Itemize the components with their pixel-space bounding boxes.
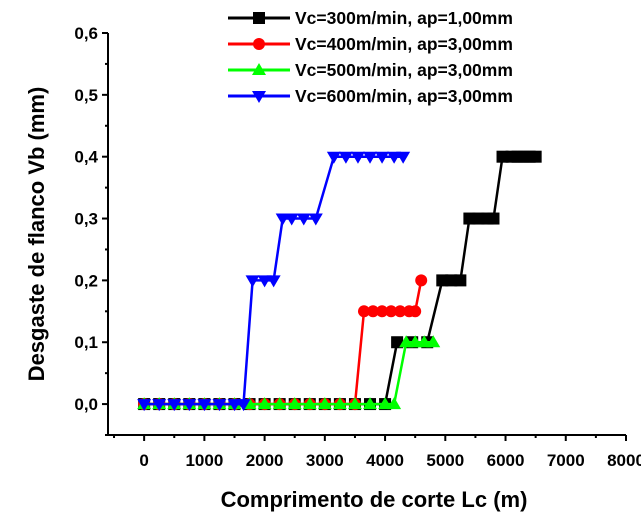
legend-item: Vc=600m/min, ap=3,00mm <box>228 86 513 106</box>
data-point <box>257 275 272 288</box>
data-point <box>445 274 458 287</box>
data-point <box>308 213 323 226</box>
data-point <box>408 335 423 348</box>
data-point <box>302 397 317 410</box>
legend-marker <box>253 12 265 24</box>
data-point <box>415 274 428 287</box>
data-point <box>363 151 378 164</box>
data-point <box>326 151 341 164</box>
legend-item: Vc=500m/min, ap=3,00mm <box>228 60 513 80</box>
data-point <box>338 151 353 164</box>
data-point <box>363 397 378 410</box>
series-4 <box>137 151 411 412</box>
data-point <box>378 397 393 410</box>
legend-label: Vc=600m/min, ap=3,00mm <box>295 86 513 106</box>
data-point <box>463 212 476 225</box>
data-point <box>496 150 509 163</box>
x-tick-label: 6000 <box>487 451 525 470</box>
data-point <box>505 150 518 163</box>
data-point <box>376 305 389 318</box>
data-point <box>487 212 500 225</box>
series-2 <box>138 274 428 411</box>
data-point <box>417 335 432 348</box>
data-point <box>391 336 404 349</box>
legend-item: Vc=300m/min, ap=1,00mm <box>228 8 513 28</box>
legend: Vc=300m/min, ap=1,00mm Vc=400m/min, ap=3,… <box>228 8 513 106</box>
x-axis-title: Comprimento de corte Lc (m) <box>221 487 528 512</box>
y-tick-label: 0,4 <box>74 148 98 167</box>
data-point <box>317 397 332 410</box>
data-point <box>347 397 362 410</box>
series-line <box>144 155 404 406</box>
data-point <box>257 397 272 410</box>
data-point <box>529 150 542 163</box>
data-point <box>409 305 422 318</box>
data-point <box>394 305 407 318</box>
data-point <box>266 275 281 288</box>
data-point <box>332 397 347 410</box>
data-point <box>296 213 311 226</box>
legend-marker <box>252 63 266 75</box>
legend-label: Vc=300m/min, ap=1,00mm <box>295 8 513 28</box>
y-axis-title: Desgaste de flanco Vb (mm) <box>24 87 49 382</box>
legend-marker <box>253 38 265 50</box>
x-tick-label: 0 <box>139 451 148 470</box>
legend-label: Vc=500m/min, ap=3,00mm <box>295 60 513 80</box>
data-point <box>396 151 411 164</box>
data-point <box>287 397 302 410</box>
legend-label: Vc=400m/min, ap=3,00mm <box>295 34 513 54</box>
data-point <box>284 213 299 226</box>
series-line <box>144 155 536 406</box>
series-1 <box>138 150 542 411</box>
axes: 0,0 0,1 0,2 0,3 0,4 0,5 0,6 0 1000 2000 3000 4000 50… <box>74 24 641 470</box>
data-point <box>436 274 449 287</box>
data-point <box>245 275 260 288</box>
data-point <box>387 397 402 410</box>
legend-item: Vc=400m/min, ap=3,00mm <box>228 34 513 54</box>
y-tick-label: 0,3 <box>74 210 98 229</box>
data-point <box>454 274 467 287</box>
series-line <box>144 280 423 406</box>
data-point <box>227 399 242 412</box>
data-point <box>137 399 152 412</box>
legend-marker <box>252 91 266 103</box>
x-tick-label: 1000 <box>185 451 223 470</box>
y-tick-label: 0,1 <box>74 333 98 352</box>
data-point <box>375 151 390 164</box>
data-point <box>367 305 380 318</box>
data-point <box>236 399 251 412</box>
x-tick-label: 4000 <box>366 451 404 470</box>
data-point <box>387 151 402 164</box>
data-point <box>152 399 167 412</box>
y-tick-label: 0,6 <box>74 24 98 43</box>
data-point <box>272 397 287 410</box>
data-point <box>350 151 365 164</box>
x-tick-label: 5000 <box>426 451 464 470</box>
data-point <box>426 335 441 348</box>
data-point <box>385 305 398 318</box>
x-tick-label: 8000 <box>607 451 641 470</box>
data-point <box>357 305 370 318</box>
data-point <box>472 212 485 225</box>
x-tick-label: 3000 <box>306 451 344 470</box>
data-point <box>182 399 197 412</box>
y-tick-label: 0,0 <box>74 395 98 414</box>
x-tick-label: 2000 <box>246 451 284 470</box>
data-point <box>275 213 290 226</box>
plot-area <box>137 150 542 412</box>
data-point <box>197 399 212 412</box>
y-tick-label: 0,5 <box>74 86 98 105</box>
data-point <box>167 399 182 412</box>
data-point <box>212 399 227 412</box>
y-tick-label: 0,2 <box>74 271 98 290</box>
data-point <box>399 335 414 348</box>
x-tick-label: 7000 <box>547 451 585 470</box>
